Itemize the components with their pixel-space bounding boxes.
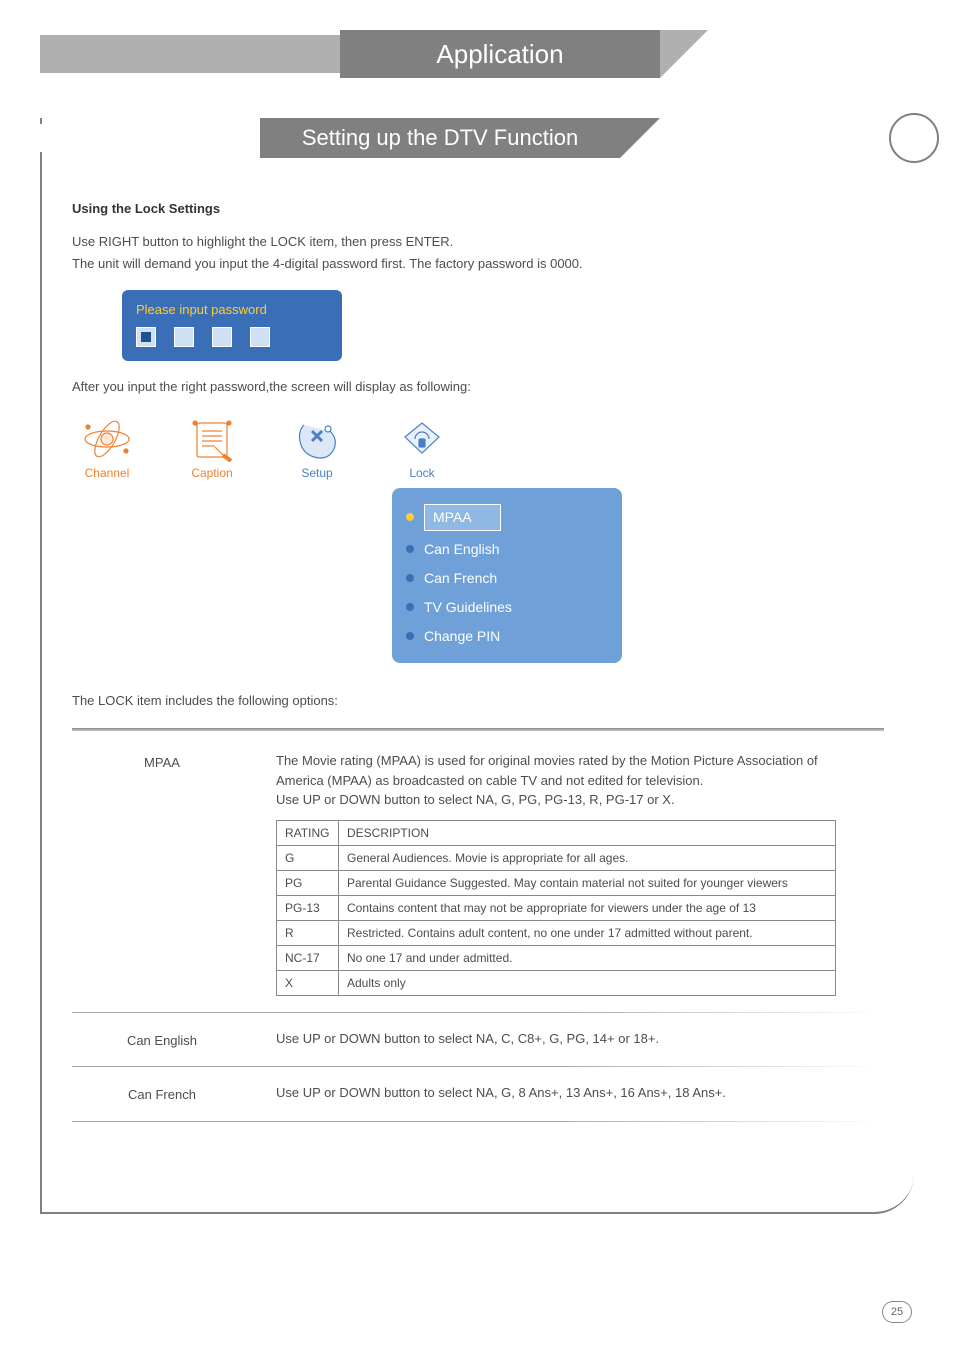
password-prompt: Please input password	[136, 300, 328, 320]
can-english-option-row: Can English Use UP or DOWN button to sel…	[72, 1023, 884, 1057]
col-rating: RATING	[277, 820, 339, 845]
password-cell-3	[212, 327, 232, 347]
table-row: PG-13Contains content that may not be ap…	[277, 895, 836, 920]
password-dialog: Please input password	[122, 290, 342, 362]
caption-label: Caption	[187, 464, 237, 482]
after-password-text: After you input the right password,the s…	[72, 377, 884, 397]
bullet-icon	[406, 603, 414, 611]
menu-icons-row: Channel Caption Setup Lock	[82, 417, 884, 482]
lock-menu-mpaa-label: MPAA	[424, 504, 501, 531]
options-intro: The LOCK item includes the following opt…	[72, 691, 884, 711]
section-title: Application	[340, 30, 660, 78]
bullet-icon	[406, 632, 414, 640]
password-cell-2	[174, 327, 194, 347]
subtitle-banner: Setting up the DTV Function	[40, 118, 914, 158]
subtitle-text: Setting up the DTV Function	[260, 118, 620, 158]
fade-divider	[72, 1121, 884, 1122]
lock-menu-can-english-label: Can English	[424, 539, 500, 560]
password-cell-1	[136, 327, 156, 347]
can-english-label: Can English	[72, 1029, 252, 1051]
lock-menu-tv-guidelines-label: TV Guidelines	[424, 597, 512, 618]
page-number: 25	[882, 1301, 912, 1323]
lock-intro-2: The unit will demand you input the 4-dig…	[72, 254, 884, 274]
fade-divider	[72, 1066, 884, 1067]
can-french-label: Can French	[72, 1083, 252, 1105]
lock-menu-tv-guidelines: TV Guidelines	[406, 593, 608, 622]
mpaa-option-row: MPAA The Movie rating (MPAA) is used for…	[72, 745, 884, 1002]
bullet-icon	[406, 574, 414, 582]
corner-circle-icon	[889, 113, 939, 163]
lock-menu-change-pin: Change PIN	[406, 622, 608, 651]
separator-bar	[72, 728, 884, 731]
table-row: RRestricted. Contains adult content, no …	[277, 920, 836, 945]
lock-label: Lock	[397, 464, 447, 482]
table-row: PGParental Guidance Suggested. May conta…	[277, 870, 836, 895]
can-french-desc: Use UP or DOWN button to select NA, G, 8…	[276, 1083, 836, 1105]
setup-menu-icon: Setup	[292, 417, 342, 482]
lock-menu-mpaa: MPAA	[406, 500, 608, 535]
section-banner: Application	[40, 30, 914, 78]
caption-menu-icon: Caption	[187, 417, 237, 482]
bullet-icon	[406, 545, 414, 553]
mpaa-option-label: MPAA	[72, 751, 252, 996]
table-row: XAdults only	[277, 970, 836, 995]
table-row: RATING DESCRIPTION	[277, 820, 836, 845]
banner-decor-skew	[660, 30, 708, 78]
channel-menu-icon: Channel	[82, 417, 132, 482]
lock-menu-can-english: Can English	[406, 535, 608, 564]
table-row: NC-17No one 17 and under admitted.	[277, 945, 836, 970]
lock-menu-change-pin-label: Change PIN	[424, 626, 500, 647]
col-description: DESCRIPTION	[339, 820, 836, 845]
channel-label: Channel	[82, 464, 132, 482]
lock-menu-can-french-label: Can French	[424, 568, 497, 589]
setup-label: Setup	[292, 464, 342, 482]
lock-submenu-panel: MPAA Can English Can French TV Guideline…	[392, 488, 622, 663]
lock-heading: Using the Lock Settings	[72, 199, 884, 219]
banner-decor-left	[40, 35, 340, 73]
fade-divider	[72, 1012, 884, 1013]
mpaa-desc-text: The Movie rating (MPAA) is used for orig…	[276, 753, 818, 807]
bullet-icon	[406, 513, 414, 521]
table-row: GGeneral Audiences. Movie is appropriate…	[277, 845, 836, 870]
lock-menu-can-french: Can French	[406, 564, 608, 593]
password-cell-4	[250, 327, 270, 347]
mpaa-rating-table: RATING DESCRIPTION GGeneral Audiences. M…	[276, 820, 836, 996]
can-french-option-row: Can French Use UP or DOWN button to sele…	[72, 1077, 884, 1111]
lock-intro-1: Use RIGHT button to highlight the LOCK i…	[72, 232, 884, 252]
lock-menu-icon: Lock	[397, 417, 447, 482]
mpaa-option-desc: The Movie rating (MPAA) is used for orig…	[276, 751, 836, 996]
content-frame: Setting up the DTV Function Using the Lo…	[40, 118, 914, 1214]
can-english-desc: Use UP or DOWN button to select NA, C, C…	[276, 1029, 836, 1051]
